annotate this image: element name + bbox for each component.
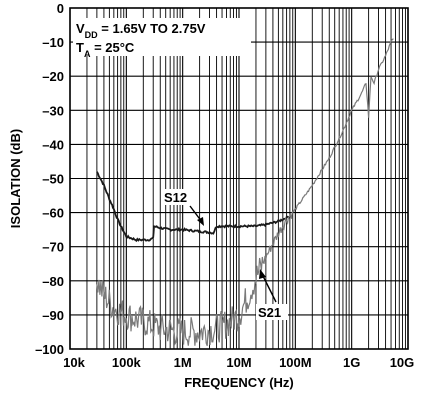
s12-label: S12 xyxy=(164,190,187,205)
x-tick-label: 10k xyxy=(63,355,85,370)
y-tick-label: –20 xyxy=(42,69,64,84)
y-tick-label: –90 xyxy=(42,308,64,323)
y-tick-label: –10 xyxy=(42,35,64,50)
series-line-s12 xyxy=(96,171,291,243)
s21-pointer xyxy=(261,273,277,303)
y-tick-label: –50 xyxy=(42,172,64,187)
x-tick-label: 1G xyxy=(343,355,360,370)
x-tick-label: 100k xyxy=(112,355,142,370)
x-tick-label: 100M xyxy=(279,355,312,370)
grid xyxy=(69,7,409,350)
conditions-box xyxy=(73,18,251,56)
y-axis-title: ISOLATION (dB) xyxy=(8,129,23,228)
ta-condition: TA = 25°C xyxy=(76,40,135,59)
x-tick-label: 10G xyxy=(390,355,415,370)
y-tick-labels: 0 –10 –20 –30 –40 –50 –60 –70 –80 –90 –100 xyxy=(35,1,64,357)
x-tick-label: 1M xyxy=(174,355,192,370)
s21-label-background xyxy=(256,304,288,320)
x-tick-label: 10M xyxy=(226,355,251,370)
s12-pointer-head xyxy=(197,217,204,226)
x-axis-title: FREQUENCY (Hz) xyxy=(184,375,294,390)
y-tick-label: –100 xyxy=(35,342,64,357)
x-tick-labels: 10k 100k 1M 10M 100M 1G 10G xyxy=(63,355,414,370)
y-tick-label: –30 xyxy=(42,103,64,118)
series-layer xyxy=(96,38,394,347)
y-tick-label: –40 xyxy=(42,137,64,152)
s21-label: S21 xyxy=(258,305,281,320)
s12-label-background xyxy=(162,189,194,205)
y-tick-label: –80 xyxy=(42,274,64,289)
y-tick-label: –70 xyxy=(42,240,64,255)
series-line-s21 xyxy=(96,38,394,347)
y-tick-label: –60 xyxy=(42,206,64,221)
y-tick-label: 0 xyxy=(57,1,64,16)
vdd-condition: VDD = 1.65V TO 2.75V xyxy=(76,21,206,40)
plot-frame xyxy=(69,7,409,350)
s21-pointer-head xyxy=(259,269,266,279)
